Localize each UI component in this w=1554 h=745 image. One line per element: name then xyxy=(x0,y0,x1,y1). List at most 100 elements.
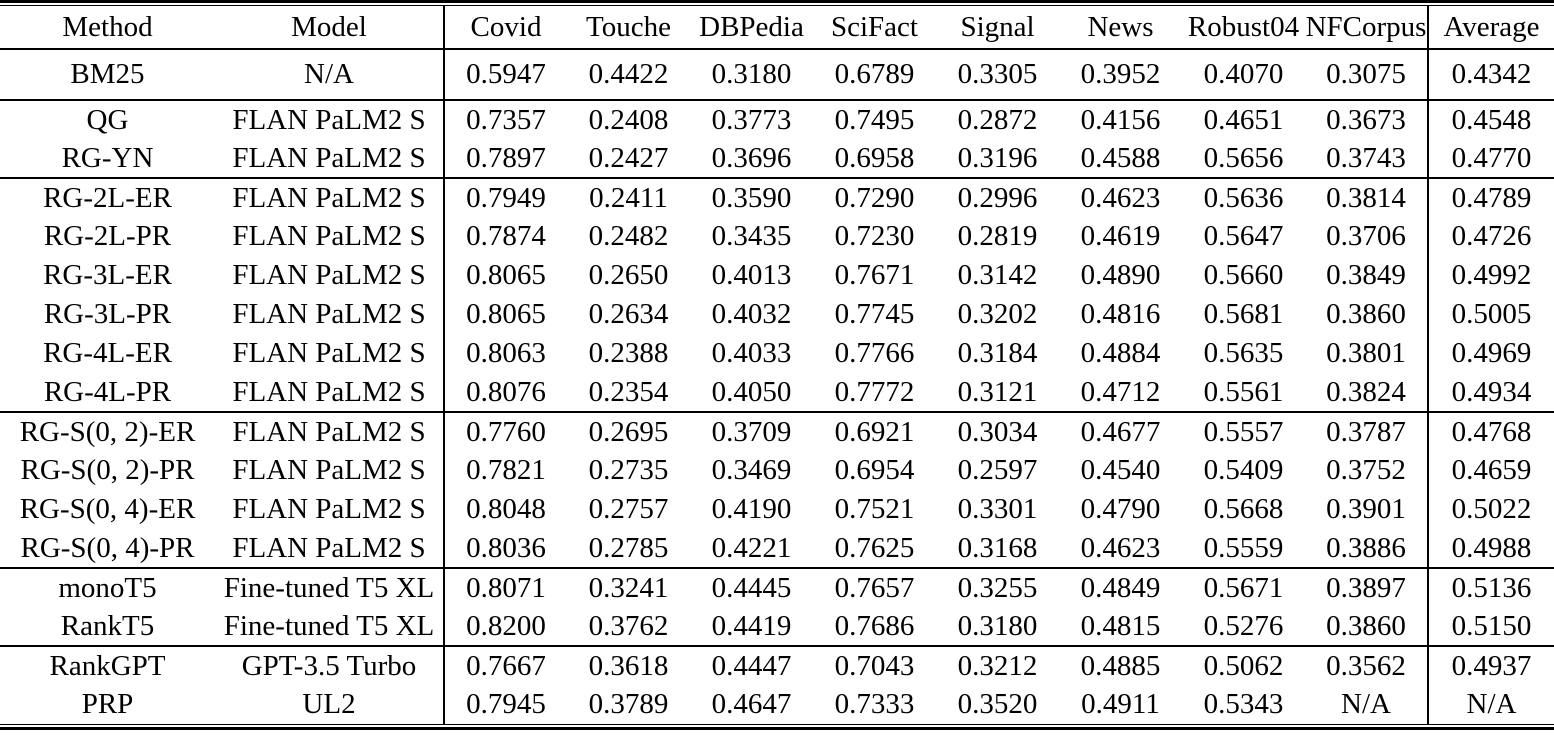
value-cell: 0.3762 xyxy=(588,609,669,642)
value-cell: 0.5647 xyxy=(1203,220,1284,252)
value-cell: 0.7760 xyxy=(443,412,567,451)
table-row: PRP UL2 0.7945 0.3789 0.4647 0.7333 0.3520 0.49… xyxy=(0,685,1554,724)
value-cell: 0.5681 xyxy=(1203,298,1284,330)
value-cell: 0.2427 xyxy=(588,141,669,174)
model-cell: Fine-tuned T5 XL xyxy=(223,571,435,604)
value-cell: 0.4033 xyxy=(711,337,792,369)
value-cell: 0.3121 xyxy=(957,375,1038,408)
value-cell: 0.3196 xyxy=(957,141,1038,174)
value-cell: 0.5557 xyxy=(1203,415,1284,448)
table-row: RG-4L-PR FLAN PaLM2 S 0.8076 0.2354 0.4050 0.… xyxy=(0,373,1554,412)
value-cell: 0.7667 xyxy=(443,646,567,685)
value-cell: 0.4623 xyxy=(1080,181,1161,214)
method-cell: RG-YN xyxy=(61,141,154,174)
method-cell: PRP xyxy=(81,688,134,720)
top-rule-gap xyxy=(0,3,1554,5)
model-cell: FLAN PaLM2 S xyxy=(232,220,426,252)
value-cell: 0.2785 xyxy=(588,531,669,564)
value-cell: 0.2650 xyxy=(588,259,669,291)
value-cell: N/A xyxy=(1427,685,1554,724)
bottom-rule-inner xyxy=(0,724,1554,725)
value-cell: 0.7772 xyxy=(834,375,915,408)
value-cell: 0.3696 xyxy=(711,141,792,174)
value-cell: 0.2735 xyxy=(588,454,669,486)
table-group-t5: monoT5 Fine-tuned T5 XL 0.8071 0.3241 0.4445… xyxy=(0,568,1554,646)
value-cell: 0.4988 xyxy=(1427,529,1554,568)
model-cell: N/A xyxy=(304,58,354,90)
value-cell: 0.5343 xyxy=(1203,688,1284,720)
value-cell: 0.2757 xyxy=(588,493,669,525)
method-cell: RG-S(0, 2)-PR xyxy=(20,454,195,486)
value-cell: 0.7357 xyxy=(443,100,567,139)
value-cell: 0.8076 xyxy=(443,373,567,412)
value-cell: 0.2482 xyxy=(588,220,669,252)
value-cell: 0.7821 xyxy=(443,451,567,490)
value-cell: 0.7745 xyxy=(834,298,915,330)
value-cell: 0.3773 xyxy=(711,103,792,136)
value-cell: 0.5636 xyxy=(1203,181,1284,214)
method-cell: RG-3L-ER xyxy=(43,259,172,291)
column-header-model: Model xyxy=(291,10,367,43)
value-cell: 0.4992 xyxy=(1427,256,1554,295)
column-header-average: Average xyxy=(1427,6,1554,49)
value-cell: 0.4422 xyxy=(588,58,669,90)
value-cell: 0.4447 xyxy=(711,649,792,682)
model-cell: GPT-3.5 Turbo xyxy=(241,649,417,682)
value-cell: 0.3709 xyxy=(711,415,792,448)
value-cell: 0.4770 xyxy=(1427,139,1554,178)
method-cell: RG-S(0, 2)-ER xyxy=(19,415,196,448)
value-cell: 0.2872 xyxy=(957,103,1038,136)
value-cell: 0.3241 xyxy=(588,571,669,604)
value-cell: 0.3469 xyxy=(711,454,792,486)
model-cell: FLAN PaLM2 S xyxy=(232,181,426,214)
value-cell: 0.4050 xyxy=(711,375,792,408)
value-cell: 0.4768 xyxy=(1427,412,1554,451)
value-cell: 0.4032 xyxy=(711,298,792,330)
value-cell: 0.3787 xyxy=(1326,415,1406,448)
value-cell: 0.2354 xyxy=(588,375,669,408)
value-cell: 0.7657 xyxy=(834,571,915,604)
value-cell: 0.3673 xyxy=(1326,103,1406,136)
table-group-qg-rg: QG FLAN PaLM2 S 0.7357 0.2408 0.3773 0.7495 0.… xyxy=(0,100,1554,178)
value-cell: 0.4884 xyxy=(1080,337,1161,369)
value-cell: 0.3168 xyxy=(957,531,1038,564)
results-table: Method Model Covid Touche DBPedia SciFact Sign… xyxy=(0,6,1554,724)
value-cell: 0.7897 xyxy=(443,139,567,178)
table-row: RG-S(0, 2)-PR FLAN PaLM2 S 0.7821 0.2735 0.3… xyxy=(0,451,1554,490)
model-cell: FLAN PaLM2 S xyxy=(232,298,426,330)
value-cell: 0.4548 xyxy=(1427,100,1554,139)
value-cell: 0.3901 xyxy=(1326,493,1406,525)
value-cell: 0.7766 xyxy=(834,337,915,369)
value-cell: 0.2388 xyxy=(588,337,669,369)
column-header-method: Method xyxy=(62,10,153,43)
bottom-rule-outer xyxy=(0,727,1554,730)
method-cell: RG-2L-PR xyxy=(43,220,172,252)
value-cell: 0.2597 xyxy=(957,454,1038,486)
value-cell: 0.5136 xyxy=(1427,568,1554,607)
column-header-robust04: Robust04 xyxy=(1187,10,1300,43)
value-cell: 0.4070 xyxy=(1203,58,1284,90)
value-cell: 0.5559 xyxy=(1203,531,1284,564)
value-cell: 0.8200 xyxy=(443,607,567,646)
value-cell: 0.4156 xyxy=(1080,103,1161,136)
value-cell: 0.4221 xyxy=(711,531,792,564)
value-cell: 0.7686 xyxy=(834,609,915,642)
table-header: Method Model Covid Touche DBPedia SciFact Sign… xyxy=(0,6,1554,49)
value-cell: 0.5660 xyxy=(1203,259,1284,291)
table-row: RG-S(0, 4)-PR FLAN PaLM2 S 0.8036 0.2785 0.4… xyxy=(0,529,1554,568)
method-cell: RG-2L-ER xyxy=(43,181,172,214)
value-cell: 0.3202 xyxy=(957,298,1038,330)
value-cell: 0.5062 xyxy=(1203,649,1284,682)
value-cell: 0.5150 xyxy=(1427,607,1554,646)
table-row: RG-3L-PR FLAN PaLM2 S 0.8065 0.2634 0.4032 0.… xyxy=(0,295,1554,334)
value-cell: 0.3849 xyxy=(1326,259,1406,291)
value-cell: 0.7945 xyxy=(443,685,567,724)
value-cell: 0.5409 xyxy=(1203,454,1284,486)
table-row: monoT5 Fine-tuned T5 XL 0.8071 0.3241 0.4445… xyxy=(0,568,1554,607)
value-cell: 0.3305 xyxy=(957,58,1038,90)
value-cell: 0.7521 xyxy=(834,493,915,525)
value-cell: 0.4849 xyxy=(1080,571,1161,604)
value-cell: 0.5276 xyxy=(1203,609,1284,642)
bottom-rule-gap xyxy=(0,725,1554,727)
value-cell: 0.4726 xyxy=(1427,217,1554,256)
